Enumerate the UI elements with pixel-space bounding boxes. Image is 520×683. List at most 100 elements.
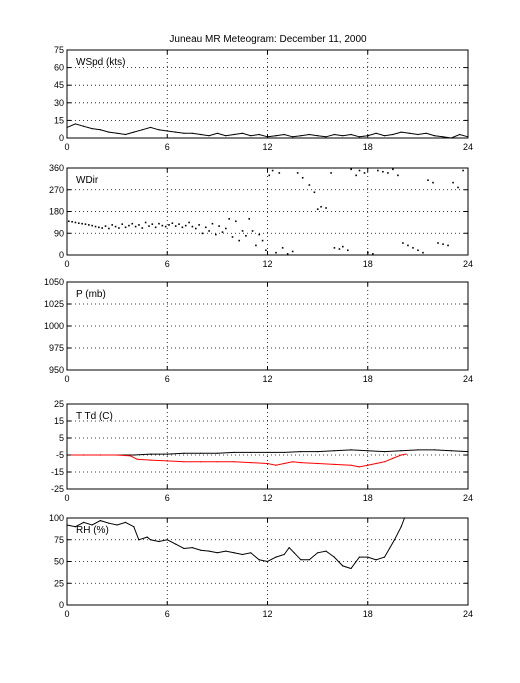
data-point bbox=[233, 133, 235, 136]
panel-label: WDir bbox=[76, 175, 99, 186]
data-point bbox=[250, 462, 252, 464]
data-point bbox=[146, 536, 148, 538]
data-point bbox=[300, 451, 302, 453]
y-tick-label: 1025 bbox=[44, 299, 64, 309]
data-point bbox=[241, 553, 244, 556]
data-point bbox=[317, 552, 319, 554]
x-tick-label: 24 bbox=[463, 493, 473, 503]
data-point bbox=[317, 451, 319, 453]
data-point bbox=[250, 451, 252, 454]
data-point bbox=[138, 224, 140, 226]
data-point bbox=[400, 450, 402, 452]
data-point bbox=[144, 221, 147, 224]
data-point bbox=[325, 136, 327, 138]
data-point bbox=[350, 464, 352, 466]
data-point bbox=[405, 453, 407, 455]
data-point bbox=[462, 169, 464, 172]
data-point bbox=[393, 539, 396, 541]
data-point bbox=[133, 454, 135, 456]
data-point bbox=[166, 539, 168, 541]
data-point bbox=[281, 247, 284, 249]
data-point bbox=[225, 550, 227, 552]
data-point bbox=[377, 169, 379, 172]
data-point bbox=[184, 224, 187, 227]
y-tick-label: 1050 bbox=[44, 277, 64, 287]
data-point bbox=[225, 227, 227, 230]
data-point bbox=[375, 462, 377, 465]
data-point bbox=[250, 552, 252, 554]
data-point bbox=[200, 133, 202, 136]
data-point bbox=[216, 461, 218, 463]
x-tick-label: 6 bbox=[165, 259, 170, 269]
data-point bbox=[108, 522, 110, 524]
data-point bbox=[300, 462, 302, 464]
data-point bbox=[116, 132, 118, 134]
data-point bbox=[275, 135, 277, 137]
data-point bbox=[427, 179, 429, 181]
data-point bbox=[149, 126, 152, 129]
data-point bbox=[433, 135, 436, 137]
data-point bbox=[233, 461, 235, 463]
data-point bbox=[258, 133, 260, 136]
data-point bbox=[333, 463, 335, 465]
data-point bbox=[198, 224, 200, 226]
data-point bbox=[74, 123, 76, 125]
data-point bbox=[71, 220, 73, 223]
data-point bbox=[283, 553, 285, 556]
data-point bbox=[149, 459, 152, 461]
data-point bbox=[178, 223, 180, 225]
data-point bbox=[387, 172, 389, 174]
data-point bbox=[313, 191, 316, 194]
data-point bbox=[118, 227, 120, 229]
data-point bbox=[138, 539, 140, 541]
data-point bbox=[442, 243, 444, 246]
data-point bbox=[255, 244, 257, 247]
data-point bbox=[149, 539, 152, 541]
x-tick-label: 6 bbox=[165, 374, 170, 384]
y-tick-label: 180 bbox=[49, 207, 64, 217]
data-point bbox=[275, 464, 277, 466]
data-point bbox=[320, 205, 322, 208]
data-point bbox=[175, 543, 177, 545]
data-point bbox=[278, 172, 281, 174]
x-tick-label: 12 bbox=[262, 609, 272, 619]
data-point bbox=[91, 524, 93, 526]
x-tick-label: 0 bbox=[64, 374, 69, 384]
data-point bbox=[308, 559, 310, 561]
data-point bbox=[99, 520, 102, 522]
data-point bbox=[104, 225, 107, 227]
data-point bbox=[330, 172, 332, 174]
data-point bbox=[200, 452, 202, 454]
data-point bbox=[183, 461, 185, 463]
y-tick-label: -25 bbox=[51, 484, 64, 494]
data-point bbox=[241, 230, 244, 232]
x-tick-label: 24 bbox=[463, 259, 473, 269]
data-point bbox=[201, 232, 204, 235]
y-tick-label: 0 bbox=[59, 133, 64, 143]
data-point bbox=[91, 128, 93, 130]
panel-temp-dewpoint: 0 6 12 18 24 -25 -15 -5 5 15 25 T Td (C) bbox=[51, 399, 473, 503]
data-point bbox=[383, 451, 386, 453]
data-point bbox=[425, 132, 427, 134]
x-tick-label: 12 bbox=[262, 493, 272, 503]
data-point bbox=[158, 540, 160, 543]
y-tick-label: 50 bbox=[54, 557, 64, 567]
panel-label: WSpd (kts) bbox=[76, 57, 125, 68]
data-point bbox=[191, 546, 193, 549]
data-point bbox=[392, 133, 394, 136]
data-point bbox=[136, 458, 138, 460]
data-point bbox=[149, 453, 152, 455]
data-point bbox=[248, 218, 251, 220]
y-tick-label: -5 bbox=[56, 450, 64, 460]
data-point bbox=[124, 521, 127, 523]
y-tick-label: 1000 bbox=[44, 321, 64, 331]
data-point bbox=[333, 247, 336, 249]
data-point bbox=[108, 131, 110, 133]
data-point bbox=[408, 132, 411, 134]
data-point bbox=[233, 451, 235, 454]
x-tick-label: 18 bbox=[363, 259, 373, 269]
x-tick-label: 18 bbox=[363, 609, 373, 619]
data-point bbox=[116, 454, 118, 456]
data-point bbox=[437, 242, 439, 244]
